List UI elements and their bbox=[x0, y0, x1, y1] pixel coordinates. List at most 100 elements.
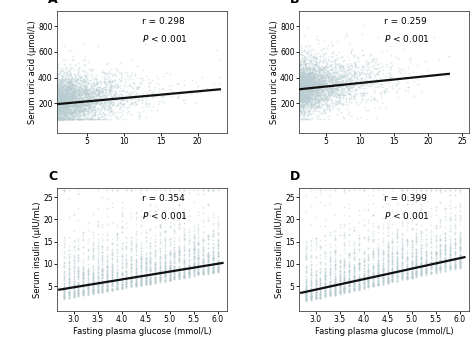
Point bbox=[328, 100, 335, 106]
Point bbox=[408, 251, 415, 257]
Point bbox=[57, 80, 64, 85]
Point bbox=[336, 257, 344, 263]
Point bbox=[328, 75, 336, 81]
Point bbox=[307, 267, 315, 273]
Point bbox=[94, 289, 101, 295]
Point bbox=[60, 116, 68, 122]
Point bbox=[337, 62, 345, 68]
Point bbox=[128, 279, 135, 285]
Point bbox=[142, 273, 149, 279]
Point bbox=[123, 270, 130, 276]
Point bbox=[55, 63, 62, 69]
Point bbox=[91, 91, 98, 97]
Point bbox=[317, 259, 324, 265]
Point bbox=[335, 94, 343, 100]
Point bbox=[142, 273, 149, 279]
Point bbox=[175, 92, 182, 97]
Point bbox=[124, 105, 131, 110]
Point bbox=[132, 271, 140, 276]
Point bbox=[325, 91, 333, 96]
Point bbox=[300, 61, 308, 67]
Point bbox=[365, 282, 372, 287]
Point bbox=[132, 275, 140, 281]
Point bbox=[63, 96, 71, 101]
Point bbox=[102, 87, 110, 92]
Point bbox=[166, 271, 173, 276]
Point bbox=[102, 101, 109, 106]
Point bbox=[60, 84, 68, 90]
Point bbox=[94, 231, 101, 237]
Point bbox=[393, 253, 401, 259]
Point bbox=[128, 283, 135, 289]
Point bbox=[103, 287, 111, 292]
Point bbox=[108, 251, 116, 257]
Point bbox=[332, 90, 339, 96]
Point bbox=[317, 290, 324, 295]
Point bbox=[451, 263, 459, 268]
Point bbox=[108, 279, 116, 285]
Point bbox=[310, 71, 317, 77]
Point bbox=[56, 104, 64, 109]
Point bbox=[413, 269, 420, 275]
Point bbox=[334, 86, 341, 91]
Point bbox=[94, 286, 101, 292]
Point bbox=[384, 276, 392, 282]
Point bbox=[209, 267, 217, 272]
Point bbox=[389, 208, 396, 214]
Point bbox=[99, 96, 106, 102]
Point bbox=[55, 104, 62, 110]
Point bbox=[75, 272, 82, 278]
Point bbox=[81, 103, 88, 109]
Point bbox=[341, 285, 348, 291]
Point bbox=[195, 267, 202, 273]
Point bbox=[326, 278, 334, 284]
Point bbox=[60, 271, 68, 276]
Point bbox=[389, 275, 396, 280]
Point bbox=[66, 98, 74, 104]
Point bbox=[204, 258, 212, 264]
Point bbox=[190, 265, 198, 271]
Point bbox=[312, 79, 320, 84]
Point bbox=[369, 262, 377, 268]
Point bbox=[75, 95, 82, 100]
Point bbox=[92, 91, 100, 97]
Point bbox=[341, 204, 348, 210]
Point bbox=[200, 268, 207, 273]
Point bbox=[315, 103, 322, 109]
Point bbox=[128, 276, 135, 281]
Point bbox=[60, 277, 68, 283]
Point bbox=[418, 264, 425, 270]
Point bbox=[456, 239, 464, 245]
Point bbox=[302, 297, 310, 303]
Point bbox=[365, 267, 372, 273]
Point bbox=[324, 70, 332, 75]
Point bbox=[404, 64, 412, 70]
Point bbox=[341, 79, 348, 85]
Point bbox=[341, 242, 348, 248]
Point bbox=[65, 279, 73, 285]
Point bbox=[302, 295, 310, 301]
Point bbox=[58, 103, 66, 109]
Point bbox=[328, 67, 336, 72]
Point bbox=[190, 267, 198, 273]
Point bbox=[185, 237, 192, 243]
Point bbox=[316, 76, 324, 82]
Point bbox=[365, 283, 372, 289]
Point bbox=[185, 266, 192, 272]
Point bbox=[336, 225, 344, 230]
Point bbox=[108, 247, 116, 253]
Point bbox=[79, 87, 87, 93]
Point bbox=[310, 65, 317, 71]
Point bbox=[303, 65, 311, 71]
Point bbox=[99, 258, 106, 264]
Point bbox=[94, 290, 101, 296]
Point bbox=[98, 111, 105, 117]
Point bbox=[308, 75, 316, 81]
Point bbox=[314, 80, 322, 86]
Point bbox=[299, 83, 306, 89]
Point bbox=[328, 66, 335, 72]
Point bbox=[142, 276, 149, 281]
Point bbox=[74, 76, 82, 82]
Point bbox=[75, 282, 82, 288]
Point bbox=[314, 66, 322, 72]
